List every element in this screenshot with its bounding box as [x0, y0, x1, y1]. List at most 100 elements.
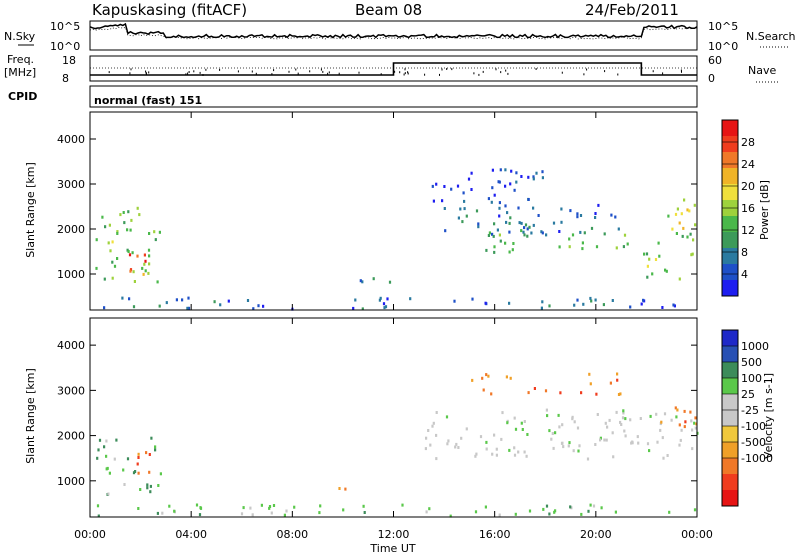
colorbar-segment: [722, 280, 738, 296]
range-cell: [498, 201, 501, 205]
range-cell: [545, 408, 548, 412]
range-cell: [689, 232, 692, 236]
range-cell: [595, 245, 599, 249]
range-cell: [137, 507, 140, 510]
range-cell: [382, 302, 386, 306]
range-cell: [590, 299, 593, 303]
range-cell: [504, 168, 507, 172]
range-cell: [129, 228, 132, 232]
range-cell: [477, 222, 480, 226]
range-cell: [129, 269, 132, 273]
range-cell: [681, 234, 684, 238]
range-cell: [678, 423, 681, 427]
nave-dot: [446, 68, 448, 70]
range-cell: [455, 442, 458, 446]
colorbar-frame: [721, 329, 739, 507]
y-tick-label: 2000: [57, 430, 85, 443]
nave-dot: [322, 70, 324, 73]
range-cell: [541, 170, 544, 174]
range-cell: [450, 187, 453, 191]
scatter-region: [424, 408, 699, 461]
range-cell: [488, 231, 491, 235]
range-cell: [159, 472, 162, 476]
range-cell: [153, 230, 156, 234]
range-cell: [475, 209, 479, 213]
range-cell: [142, 272, 145, 276]
range-cell: [149, 490, 152, 494]
nave-dot: [199, 71, 201, 74]
date-title: 24/Feb/2011: [585, 1, 679, 19]
range-cell: [554, 431, 557, 435]
range-cell: [671, 227, 674, 231]
velocity-xticks: 00:00 04:00 08:00 12:00 16:00 20:00 00:00: [74, 112, 713, 541]
range-cell: [545, 233, 548, 237]
velocity-cells: [96, 372, 699, 518]
range-cell: [537, 214, 540, 217]
range-cell: [624, 434, 627, 438]
range-cell: [148, 453, 151, 456]
range-cell: [658, 254, 661, 258]
range-cell: [485, 447, 488, 451]
range-cell: [115, 438, 118, 442]
colorbar-tick-label: 16: [741, 202, 755, 215]
nave-dot: [219, 68, 221, 71]
range-cell: [103, 306, 106, 310]
range-cell: [383, 306, 386, 310]
range-cell: [504, 204, 507, 208]
nave-dot: [108, 71, 110, 74]
range-cell: [251, 513, 254, 517]
range-cell: [527, 391, 530, 395]
nave-dot: [586, 68, 588, 71]
range-cell: [165, 301, 168, 305]
range-cell: [487, 374, 490, 378]
range-cell: [425, 436, 428, 440]
sky-noise-line: [89, 22, 698, 39]
range-cell: [660, 420, 663, 424]
range-cell: [545, 504, 549, 508]
range-cell: [242, 506, 245, 510]
range-cell: [576, 298, 579, 302]
range-cell: [622, 245, 625, 249]
range-cell: [459, 207, 462, 211]
range-cell: [666, 454, 669, 457]
range-cell: [691, 428, 694, 432]
range-cell: [504, 184, 507, 188]
range-cell: [150, 436, 153, 440]
range-cell: [590, 226, 594, 230]
range-cell: [446, 442, 449, 446]
velocity-ylabel: Slant Range [km]: [24, 368, 37, 464]
cpid-label: CPID: [8, 90, 37, 103]
range-cell: [441, 199, 444, 203]
x-tick-label: 16:00: [479, 528, 511, 541]
range-cell: [492, 234, 495, 238]
range-cell: [481, 376, 484, 380]
range-cell: [570, 506, 573, 510]
range-cell: [612, 455, 615, 459]
range-cell: [676, 207, 679, 211]
range-cell: [631, 440, 634, 444]
nave-dot: [358, 71, 360, 74]
cpid-mode: normal (fast) 151: [94, 94, 202, 107]
range-cell: [493, 193, 496, 197]
range-cell: [268, 505, 272, 508]
range-cell: [498, 180, 501, 184]
range-cell: [596, 413, 599, 416]
range-cell: [690, 253, 693, 257]
range-cell: [319, 504, 322, 508]
nave-dot: [394, 70, 396, 73]
range-cell: [582, 302, 585, 306]
nave-dot: [507, 72, 509, 75]
colorbar-segment: [722, 490, 738, 506]
scatter-region: [338, 487, 347, 491]
range-cell: [672, 303, 675, 307]
range-cell: [520, 229, 523, 233]
scatter-region: [660, 406, 698, 429]
range-cell: [616, 378, 619, 382]
range-cell: [498, 513, 501, 517]
range-cell: [619, 420, 622, 424]
range-cell: [187, 296, 190, 300]
colorbar-segment: [722, 330, 738, 346]
scatter-region: [498, 203, 620, 237]
range-cell: [187, 306, 191, 310]
range-cell: [594, 298, 597, 302]
